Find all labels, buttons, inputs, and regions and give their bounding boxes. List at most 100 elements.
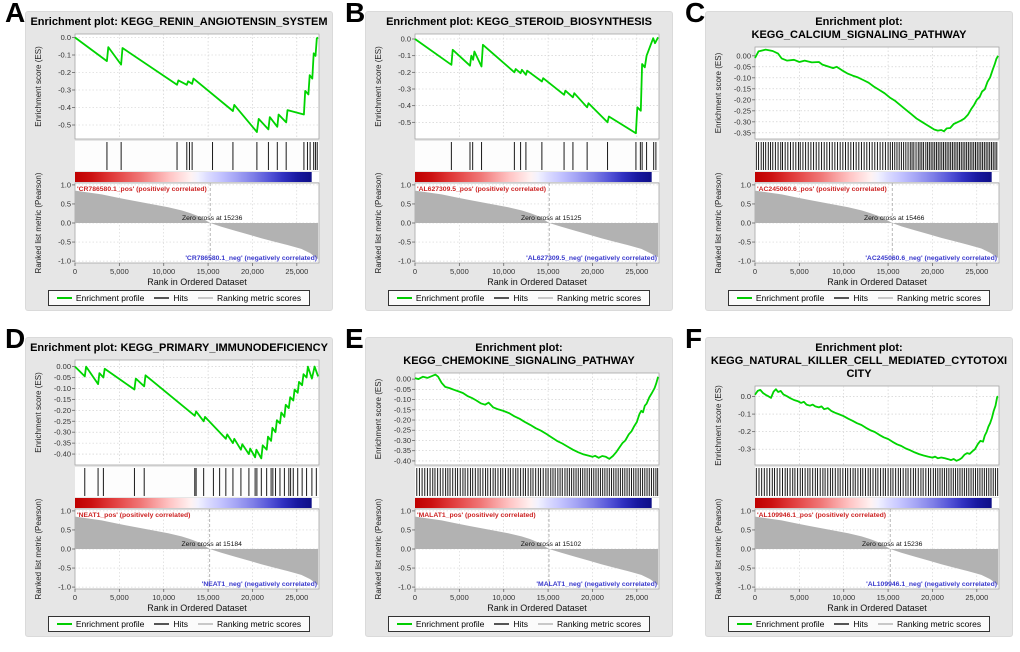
- es-tick-label: -0.40: [394, 456, 411, 465]
- es-axis-label: Enrichment score (ES): [374, 46, 383, 127]
- legend-hits-label: Hits: [173, 619, 189, 629]
- enrichment-profile-line-icon: [56, 623, 72, 625]
- hits-line-icon: [154, 623, 170, 625]
- panel-title-line: Enrichment plot:: [815, 16, 903, 28]
- x-tick-label: 5,000: [450, 267, 469, 276]
- panel-box: Enrichment plot: KEGG_STEROID_BIOSYNTHES…: [366, 12, 672, 310]
- zero-cross-label: Zero cross at 15184: [181, 541, 242, 548]
- color-bar: [75, 172, 319, 182]
- enrichment-chart: 0.0 -0.1 -0.2 -0.3 -0.4 -0.5 Enrichment score …: [374, 33, 660, 287]
- legend-hits-label: Hits: [853, 619, 869, 629]
- metric-tick-label: 0.0: [401, 545, 411, 554]
- x-tick-label: 15,000: [537, 267, 560, 276]
- metric-tick-label: -1.0: [58, 257, 71, 266]
- x-tick-label: 0: [73, 593, 77, 602]
- legend-ranking-label: Ranking metric scores: [557, 619, 642, 629]
- x-tick-label: 10,000: [152, 267, 175, 276]
- ranked-metric-area: [75, 190, 319, 260]
- chart-legend: Enrichment profile Hits Ranking metric s…: [387, 290, 651, 306]
- es-tick-label: -0.05: [54, 373, 71, 382]
- hits-strip: [75, 141, 319, 171]
- es-tick-label: -0.35: [734, 128, 751, 137]
- es-plot: 0.00-0.05-0.10-0.15-0.20-0.25-0.30-0.35-…: [374, 372, 660, 465]
- panel-title: Enrichment plot: KEGG_STEROID_BIOSYNTHES…: [368, 16, 670, 29]
- hits-line-icon: [834, 623, 850, 625]
- ranking-metric-line-icon: [538, 297, 554, 299]
- x-tick-label: 0: [413, 593, 417, 602]
- x-tick-label: 15,000: [197, 593, 220, 602]
- metric-tick-label: 0.0: [401, 219, 411, 228]
- es-tick-label: -0.2: [398, 68, 411, 77]
- es-tick-label: -0.35: [54, 439, 71, 448]
- metric-plot: 1.0 0.5 0.0 -0.5 -1.0 'AL627309.5_pos' (posit…: [374, 172, 660, 273]
- positive-phenotype-label: 'NEAT1_pos' (positively correlated): [77, 512, 190, 519]
- legend-wrap: Enrichment profile Hits Ranking metric s…: [366, 615, 672, 636]
- es-tick-label: -0.5: [58, 121, 71, 130]
- panel-title-line: KEGG_CHEMOKINE_SIGNALING_PATHWAY: [403, 355, 635, 367]
- es-tick-label: -0.4: [398, 101, 411, 110]
- zero-cross-label: Zero cross at 15466: [864, 215, 925, 222]
- legend-enrichment-profile: Enrichment profile: [396, 619, 484, 629]
- panel-letter: E: [345, 323, 364, 354]
- metric-axis-label: Ranked list metric (Pearson): [374, 498, 383, 599]
- es-tick-label: -0.1: [58, 51, 71, 60]
- gsea-panel: E Enrichment plot: KEGG_CHEMOKINE_SIGNALI…: [340, 323, 680, 652]
- x-tick-label: 5,000: [790, 593, 809, 602]
- legend-ranking-label: Ranking metric scores: [217, 293, 302, 303]
- metric-plot: 1.0 0.5 0.0 -0.5 -1.0 'NEAT1_pos' (positively…: [34, 498, 320, 599]
- x-tick-label: 25,000: [285, 593, 308, 602]
- ranked-metric-area: [755, 516, 999, 586]
- hits-strip: [755, 141, 999, 171]
- x-tick-label: 10,000: [152, 593, 175, 602]
- panel-letter: A: [5, 0, 26, 28]
- x-tick-label: 20,000: [581, 593, 604, 602]
- x-tick-label: 0: [73, 267, 77, 276]
- enrichment-profile-line-icon: [736, 623, 752, 625]
- ranking-metric-line-icon: [878, 297, 894, 299]
- positive-phenotype-label: 'AL627309.5_pos' (positively correlated): [417, 186, 546, 193]
- chart-legend: Enrichment profile Hits Ranking metric s…: [47, 616, 311, 632]
- es-tick-label: 0.00: [56, 362, 71, 371]
- metric-tick-label: 0.5: [61, 199, 71, 208]
- hits-strip: [755, 467, 999, 497]
- x-tick-label: 15,000: [197, 267, 220, 276]
- panel-letter: D: [5, 323, 26, 354]
- panel-title-line: Enrichment plot:: [475, 342, 563, 354]
- es-plot: 0.00-0.05-0.10-0.15-0.20-0.25-0.30-0.35-…: [34, 359, 320, 466]
- es-tick-label: -0.20: [54, 406, 71, 415]
- es-plot: 0.00 -0.05 -0.10 -0.15 -0.20 -0.25 -0.30 -0.35 E…: [714, 46, 1000, 140]
- legend-ranking-metric: Ranking metric scores: [538, 619, 641, 629]
- es-tick-label: 0.0: [401, 35, 411, 44]
- legend-enrichment-profile: Enrichment profile: [736, 293, 824, 303]
- metric-tick-label: 1.0: [741, 506, 751, 515]
- negative-phenotype-label: 'AC245060.6_neg' (negatively correlated): [865, 255, 997, 262]
- metric-tick-label: -0.5: [738, 564, 751, 573]
- metric-axis-label: Ranked list metric (Pearson): [714, 172, 723, 273]
- metric-tick-label: -1.0: [738, 257, 751, 266]
- es-tick-label: -0.2: [58, 68, 71, 77]
- enrichment-score-curve: [414, 373, 659, 460]
- es-axis-label: Enrichment score (ES): [34, 46, 43, 127]
- x-tick-label: 20,000: [921, 593, 944, 602]
- hits-line-icon: [154, 297, 170, 299]
- x-axis-label: Rank in Ordered Dataset: [147, 603, 247, 613]
- gsea-panel: B Enrichment plot: KEGG_STEROID_BIOSYNTH…: [340, 0, 680, 326]
- positive-phenotype-label: 'CR786580.1_pos' (positively correlated): [77, 186, 207, 193]
- x-tick-label: 0: [753, 593, 757, 602]
- legend-enrichment-profile: Enrichment profile: [56, 619, 145, 629]
- metric-tick-label: -0.5: [58, 238, 71, 247]
- metric-tick-label: -1.0: [738, 583, 751, 592]
- legend-hits-label: Hits: [173, 293, 189, 303]
- es-tick-label: -0.10: [54, 384, 71, 393]
- metric-tick-label: 0.5: [401, 199, 411, 208]
- zero-cross-label: Zero cross at 15236: [182, 215, 243, 222]
- panel-title: Enrichment plot: KEGG_CALCIUM_SIGNALING_P…: [708, 16, 1010, 42]
- panel-box: Enrichment plot: KEGG_CALCIUM_SIGNALING_P…: [706, 12, 1012, 310]
- metric-plot: 1.0 0.5 0.0 -0.5 -1.0 'AC245060.6_pos' (posit…: [714, 172, 1000, 273]
- ranking-metric-line-icon: [198, 623, 214, 625]
- panel-title: Enrichment plot: KEGG_RENIN_ANGIOTENSIN_…: [28, 16, 330, 29]
- legend-enrichment-label: Enrichment profile: [75, 619, 145, 629]
- panel-title-line: Enrichment plot: KEGG_STEROID_BIOSYNTHES…: [386, 16, 652, 28]
- legend-ranking-metric: Ranking metric scores: [878, 293, 981, 303]
